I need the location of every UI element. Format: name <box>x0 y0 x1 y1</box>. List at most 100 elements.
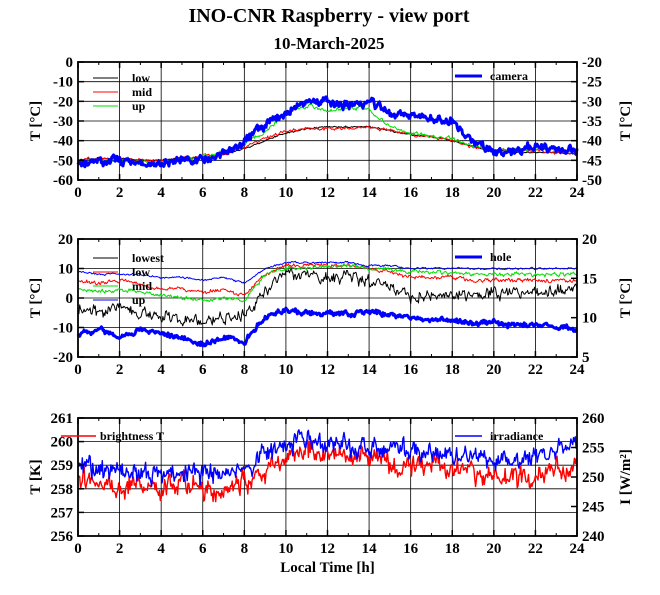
y-tick-label-right: -45 <box>582 153 602 169</box>
legend-label: low <box>132 265 150 279</box>
legend-label: lowest <box>132 251 164 265</box>
y-tick-label-right: -50 <box>582 173 602 189</box>
x-tick-label: 12 <box>320 185 335 201</box>
x-tick-label: 2 <box>116 362 124 378</box>
x-tick-label: 16 <box>403 185 419 201</box>
x-tick-label: 18 <box>445 362 460 378</box>
y-tick-label-left: 260 <box>51 435 74 451</box>
y-tick-label-right: 240 <box>582 529 605 545</box>
y-tick-label-right: -20 <box>582 55 602 71</box>
y-tick-label-right: 10 <box>582 311 597 327</box>
y-tick-label-right: 255 <box>582 441 605 457</box>
x-tick-label: 10 <box>278 185 293 201</box>
series-line-up <box>77 260 578 285</box>
series-line-mid <box>77 263 578 303</box>
x-tick-label: 8 <box>241 362 249 378</box>
legend-label: low <box>132 71 150 85</box>
y-tick-label-left: 0 <box>66 55 74 71</box>
legend-label: up <box>132 99 146 113</box>
x-tick-label: 6 <box>199 541 207 557</box>
y-tick-label-left: -50 <box>53 153 73 169</box>
y-tick-label-left: -20 <box>53 94 73 110</box>
y-tick-label-left: -20 <box>53 350 73 366</box>
y-tick-label-left: 256 <box>51 529 74 545</box>
y-axis-label-left: T [K] <box>28 459 44 494</box>
x-tick-label: 16 <box>403 362 419 378</box>
chart-title: INO-CNR Raspberry - view port <box>188 5 469 27</box>
x-tick-label: 10 <box>278 362 293 378</box>
y-tick-label-right: 245 <box>582 500 605 516</box>
x-tick-label: 4 <box>157 541 165 557</box>
series-line-camera <box>76 95 579 169</box>
y-tick-label-left: 258 <box>51 482 74 498</box>
x-tick-label: 24 <box>570 541 586 557</box>
y-axis-label-left: T [°C] <box>28 101 44 141</box>
x-tick-label: 2 <box>116 185 124 201</box>
legend-label: brightness T <box>100 429 164 443</box>
x-tick-label: 10 <box>278 541 293 557</box>
y-axis-label-right: I [W/m²] <box>618 449 634 505</box>
x-tick-label: 16 <box>403 541 419 557</box>
series-line-hole <box>76 306 579 348</box>
series-line-brightness-T <box>77 439 578 503</box>
x-tick-label: 20 <box>486 185 501 201</box>
x-tick-label: 24 <box>570 185 586 201</box>
x-tick-label: 14 <box>362 185 378 201</box>
y-tick-label-right: 15 <box>582 271 597 287</box>
legend-label: mid <box>132 279 152 293</box>
y-axis-label-right: T [°C] <box>618 278 634 318</box>
legend-label: irradiance <box>490 429 544 443</box>
x-tick-label: 0 <box>74 541 82 557</box>
y-tick-label-right: 5 <box>582 350 590 366</box>
x-tick-label: 8 <box>241 185 249 201</box>
x-tick-label: 0 <box>74 362 82 378</box>
y-tick-label-right: -40 <box>582 134 602 150</box>
x-tick-label: 18 <box>445 185 460 201</box>
x-tick-label: 14 <box>362 362 378 378</box>
panel-1: 0 2 4 6 8 10 12 14 16 18 20 22 240-10-20-30-40-50-60… <box>28 55 634 201</box>
y-tick-label-left: -40 <box>53 134 73 150</box>
panel-2: 0 2 4 6 8 10 12 14 16 18 20 22 2420100-10-202015105T… <box>28 232 634 378</box>
y-axis-label-right: T [°C] <box>618 101 634 141</box>
legend-label: up <box>132 293 146 307</box>
y-tick-label-left: 259 <box>51 458 74 474</box>
y-tick-label-right: -25 <box>582 75 602 91</box>
legend-label: camera <box>490 69 528 83</box>
y-tick-label-left: 257 <box>51 505 74 521</box>
y-tick-label-right: 20 <box>582 232 597 248</box>
y-tick-label-left: 261 <box>51 411 74 427</box>
chart-subtitle: 10-March-2025 <box>273 34 384 53</box>
y-tick-label-left: -60 <box>53 173 73 189</box>
x-tick-label: 2 <box>116 541 124 557</box>
y-tick-label-right: -30 <box>582 94 602 110</box>
y-tick-label-right: -35 <box>582 114 602 130</box>
x-tick-label: 12 <box>320 362 335 378</box>
x-axis-label: Local Time [h] <box>280 560 374 576</box>
y-tick-label-left: -30 <box>53 114 73 130</box>
y-tick-label-left: 10 <box>58 262 73 278</box>
x-tick-label: 12 <box>320 541 335 557</box>
x-tick-label: 4 <box>157 362 165 378</box>
panel-3: 0 2 4 6 8 10 12 14 16 18 20 22 242612602592582572562… <box>28 411 634 576</box>
series-line-irradiance <box>77 429 578 487</box>
x-tick-label: 14 <box>362 541 378 557</box>
x-tick-label: 20 <box>486 362 501 378</box>
x-tick-label: 6 <box>199 185 207 201</box>
y-tick-label-left: -10 <box>53 75 73 91</box>
x-tick-label: 18 <box>445 541 460 557</box>
y-tick-label-right: 250 <box>582 470 605 486</box>
x-tick-label: 24 <box>570 362 586 378</box>
x-tick-label: 8 <box>241 541 249 557</box>
x-tick-label: 6 <box>199 362 207 378</box>
x-tick-label: 22 <box>528 541 543 557</box>
x-tick-label: 4 <box>157 185 165 201</box>
series-line-lowest <box>77 265 578 327</box>
legend-label: hole <box>490 250 512 264</box>
y-tick-label-right: 260 <box>582 411 605 427</box>
x-tick-label: 20 <box>486 541 501 557</box>
y-axis-label-left: T [°C] <box>28 278 44 318</box>
y-tick-label-left: 20 <box>58 232 73 248</box>
y-tick-label-left: 0 <box>66 291 74 307</box>
legend-label: mid <box>132 85 152 99</box>
